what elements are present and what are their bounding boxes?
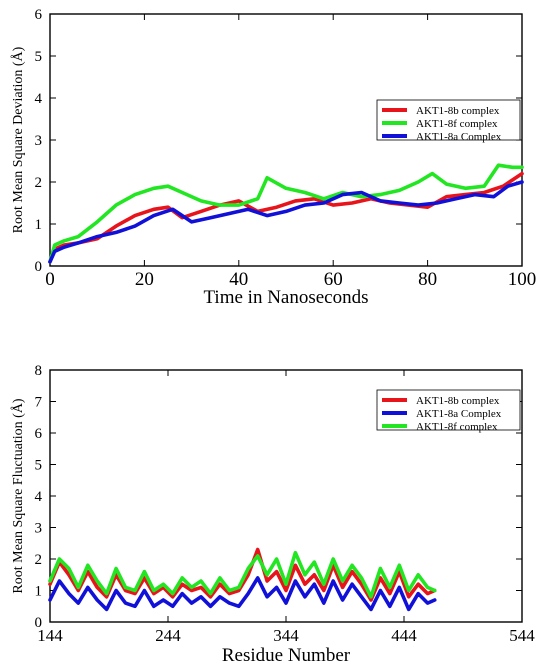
rmsf-x-ticks: 144 244 344 444 544	[37, 370, 535, 645]
rmsf-legend-label: AKT1-8b complex	[416, 395, 500, 407]
rmsf-legend-label: AKT1-8a Complex	[416, 408, 502, 420]
rmsd-legend-label: AKT1-8b complex	[416, 105, 500, 117]
rmsf-x-axis-label: Residue Number	[222, 645, 351, 666]
rmsd-x-tick-label: 60	[324, 269, 343, 290]
rmsd-y-tick-label: 5	[35, 49, 43, 65]
rmsf-y-tick-label: 1	[35, 584, 43, 600]
rmsf-chart: 0 1 2 3 4 5 6 7 8 144 244 344 444 544 Residue Number…	[10, 363, 535, 666]
rmsd-series-akt1-8f-complex	[48, 163, 524, 264]
rmsd-legend-label: AKT1-8f complex	[416, 118, 498, 130]
rmsd-x-tick-label: 100	[508, 269, 537, 290]
rmsf-y-tick-label: 2	[35, 552, 43, 568]
rmsf-series-akt1-8a-complex	[48, 576, 437, 612]
rmsd-y-ticks: 0 1 2 3 4 5 6	[35, 7, 522, 275]
rmsf-y-tick-label: 8	[35, 363, 43, 379]
rmsd-y-tick-label: 0	[35, 259, 43, 275]
rmsd-x-axis-label: Time in Nanoseconds	[203, 287, 368, 308]
rmsf-legend-label: AKT1-8f complex	[416, 421, 498, 433]
rmsd-x-tick-label: 20	[135, 269, 154, 290]
rmsf-x-tick-label: 244	[155, 626, 181, 645]
rmsd-y-tick-label: 1	[35, 217, 43, 233]
rmsf-series-akt1-8f-complex	[48, 550, 437, 599]
rmsd-y-tick-label: 4	[35, 91, 43, 107]
rmsd-x-tick-label: 40	[229, 269, 248, 290]
rmsd-series	[48, 163, 524, 264]
rmsf-y-tick-label: 0	[35, 615, 43, 631]
rmsd-y-tick-label: 3	[35, 133, 43, 149]
rmsd-y-tick-label: 6	[35, 7, 43, 23]
rmsf-legend-box	[376, 389, 521, 431]
rmsf-y-tick-label: 5	[35, 458, 43, 474]
rmsd-legend-box	[376, 99, 521, 141]
rmsd-y-axis-label: Root Mean Square Deviation (Å)	[10, 46, 26, 233]
rmsf-y-tick-label: 4	[35, 489, 43, 505]
rmsf-y-axis-label: Root Mean Square Fluctuation (Å)	[10, 398, 26, 594]
rmsf-y-tick-label: 6	[35, 426, 43, 442]
rmsd-x-tick-label: 80	[418, 269, 437, 290]
rmsf-x-tick-label: 544	[509, 626, 535, 645]
rmsf-series	[48, 547, 437, 612]
rmsf-x-tick-label: 444	[391, 626, 417, 645]
rmsf-y-tick-label: 3	[35, 521, 43, 537]
rmsd-legend-label: AKT1-8a Complex	[416, 131, 502, 143]
rmsf-y-tick-label: 7	[35, 395, 43, 411]
rmsd-x-tick-label: 0	[45, 269, 55, 290]
rmsd-series-akt1-8a-complex	[48, 180, 524, 264]
rmsd-y-tick-label: 2	[35, 175, 43, 191]
rmsf-x-tick-label: 144	[37, 626, 63, 645]
rmsd-chart: 0 1 2 3 4 5 6 0 20 40 60 80 100 Time in Nanoseconds…	[10, 7, 536, 308]
rmsf-x-tick-label: 344	[273, 626, 299, 645]
rmsd-x-ticks: 0 20 40 60 80 100	[45, 14, 536, 290]
